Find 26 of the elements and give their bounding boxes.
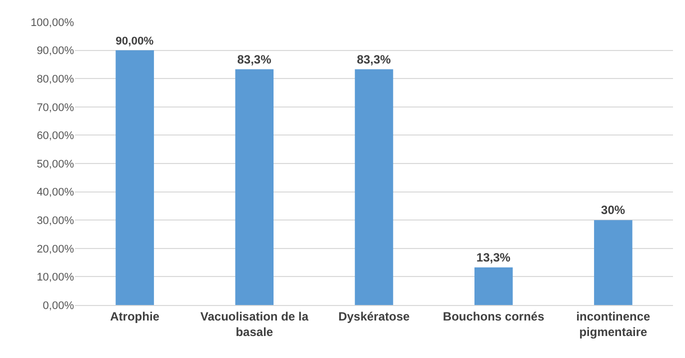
y-tick-label: 70,00% bbox=[36, 102, 74, 114]
x-tick-label: Atrophie bbox=[110, 309, 160, 324]
y-tick-label: 100,00% bbox=[30, 16, 74, 29]
y-tick-label: 90,00% bbox=[36, 45, 74, 58]
y-tick-label: 40,00% bbox=[36, 186, 74, 199]
x-tick-label: incontinence pigmentaire bbox=[576, 309, 651, 339]
data-label: 90,00% bbox=[116, 36, 154, 48]
data-label: 13,3% bbox=[476, 250, 511, 264]
bar bbox=[474, 267, 513, 305]
data-label: 83,3% bbox=[356, 52, 392, 66]
x-tick-label: Vacuolisation de la basale bbox=[200, 309, 309, 339]
y-tick-label: 30,00% bbox=[36, 214, 74, 227]
x-tick-label: Dyskératose bbox=[338, 309, 410, 324]
y-tick-label: 20,00% bbox=[36, 243, 74, 256]
y-tick-label: 50,00% bbox=[36, 158, 74, 170]
bar bbox=[235, 69, 274, 305]
y-tick-label: 60,00% bbox=[36, 130, 74, 142]
y-tick-label: 0,00% bbox=[42, 300, 74, 312]
x-tick-label: Bouchons cornés bbox=[442, 309, 545, 324]
bar bbox=[354, 69, 394, 305]
y-tick-label: 80,00% bbox=[36, 73, 74, 86]
data-label: 83,3% bbox=[237, 52, 272, 66]
y-tick-label: 10,00% bbox=[36, 272, 74, 284]
bar bbox=[116, 50, 154, 305]
data-label: 30% bbox=[601, 203, 626, 218]
bar bbox=[594, 220, 632, 305]
